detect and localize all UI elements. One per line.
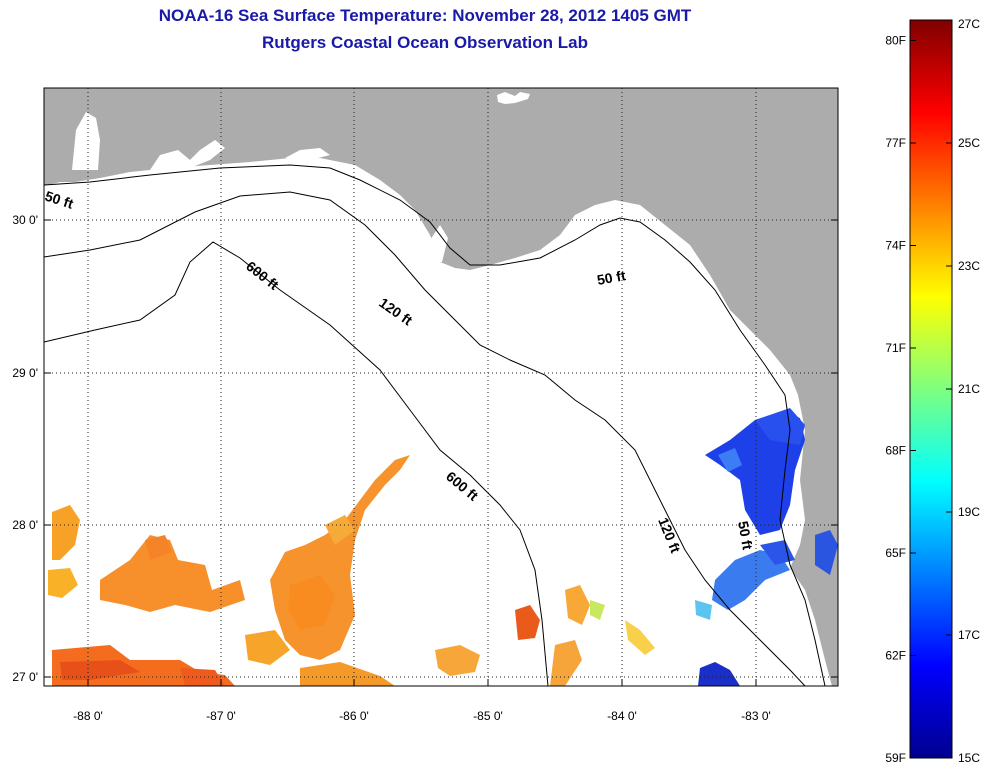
colorbar-fahrenheit-label: 71F — [885, 341, 906, 355]
sst-warm-patches — [48, 455, 655, 686]
lon-tick-label: -85 0' — [473, 709, 503, 723]
colorbar-celsius-label: 19C — [958, 505, 980, 519]
colorbar-celsius-label: 21C — [958, 382, 980, 396]
land-mass — [44, 88, 838, 686]
map-subtitle: Rutgers Coastal Ocean Observation Lab — [262, 33, 588, 52]
contour-label-50ft-south: 50 ft — [735, 520, 756, 551]
lake-fragment — [497, 92, 530, 104]
lat-tick-label: 29 0' — [12, 366, 38, 380]
choctawhatchee-bay — [285, 148, 330, 160]
lon-tick-label: -87 0' — [206, 709, 236, 723]
colorbar-fahrenheit-label: 74F — [885, 239, 906, 253]
latitude-labels: 30 0' 29 0' 28 0' 27 0' — [12, 213, 38, 684]
lon-tick-label: -88 0' — [73, 709, 103, 723]
lon-tick-label: -86 0' — [339, 709, 369, 723]
axis-ticks — [44, 219, 838, 686]
map-title: NOAA-16 Sea Surface Temperature: Novembe… — [158, 6, 692, 25]
colorbar-celsius-label: 23C — [958, 259, 980, 273]
grid-lines — [44, 88, 838, 686]
colorbar-fahrenheit-label: 80F — [885, 34, 906, 48]
colorbar-celsius-label: 27C — [958, 17, 980, 31]
colorbar-fahrenheit-label: 77F — [885, 136, 906, 150]
contour-600ft — [44, 241, 549, 686]
colorbar-celsius-label: 25C — [958, 136, 980, 150]
contour-50ft — [44, 164, 826, 686]
map-frame — [43, 87, 839, 687]
sst-cool-patches — [695, 408, 838, 686]
lat-tick-label: 27 0' — [12, 670, 38, 684]
colorbar-celsius-label: 15C — [958, 751, 980, 765]
lon-tick-label: -83 0' — [741, 709, 771, 723]
colorbar-fahrenheit-label: 59F — [885, 751, 906, 765]
contour-label-50ft-east: 50 ft — [596, 267, 627, 288]
colorbar-labels: 27C 25C 23C 21C 19C 17C 15C 80F 77F 74F 71F 68F 65F 6… — [885, 17, 980, 765]
pensacola-bay — [150, 140, 225, 170]
colorbar-fahrenheit-label: 65F — [885, 546, 906, 560]
colorbar-ticks — [910, 19, 952, 759]
contour-120ft — [44, 191, 806, 686]
lon-tick-label: -84 0' — [607, 709, 637, 723]
longitude-labels: -88 0' -87 0' -86 0' -85 0' -84 0' -83 0… — [73, 709, 771, 723]
colorbar — [909, 19, 953, 759]
colorbar-fahrenheit-label: 68F — [885, 444, 906, 458]
mobile-bay — [72, 112, 100, 170]
lat-tick-label: 30 0' — [12, 213, 38, 227]
colorbar-celsius-label: 17C — [958, 628, 980, 642]
apalachee-bay — [430, 225, 448, 262]
colorbar-fahrenheit-label: 62F — [885, 649, 906, 663]
lat-tick-label: 28 0' — [12, 518, 38, 532]
